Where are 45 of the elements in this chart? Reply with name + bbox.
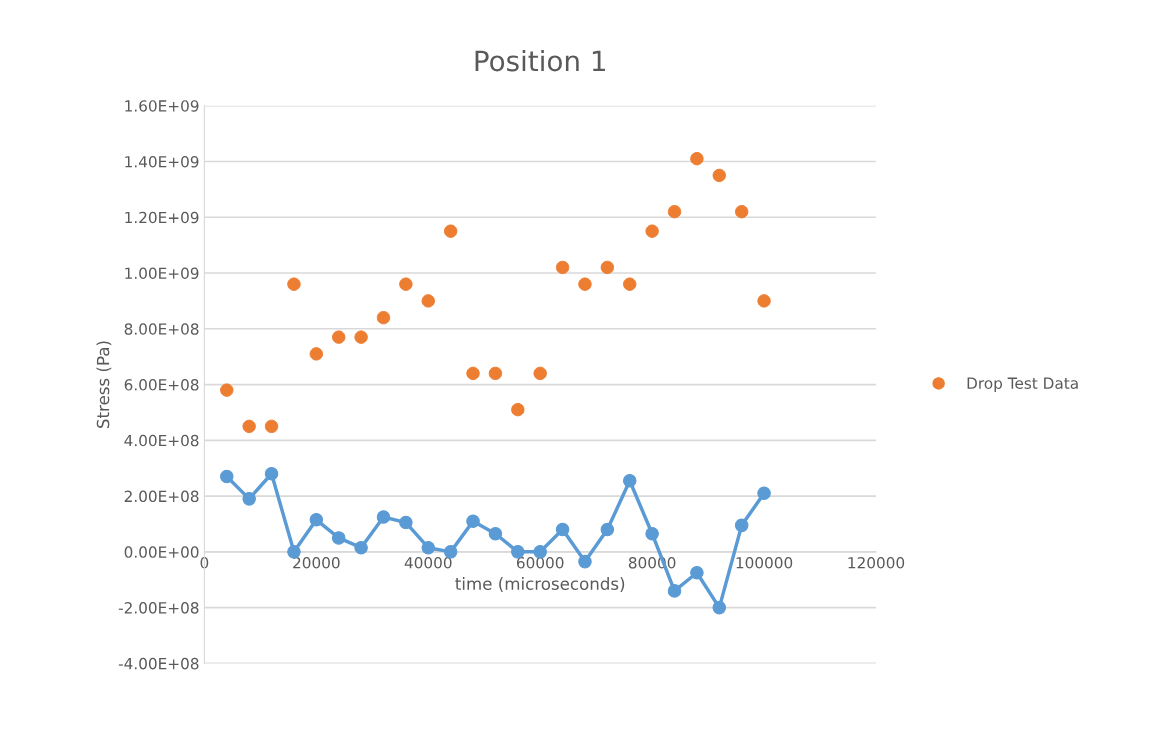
point — [309, 513, 324, 527]
y-tick-label: 0.00E+00 — [124, 546, 199, 558]
point — [466, 514, 480, 528]
x-tick-label: 40000 — [404, 556, 452, 569]
point — [264, 467, 279, 481]
y-tick-label: 6.00E+08 — [124, 379, 199, 391]
point — [555, 522, 570, 537]
point — [399, 515, 413, 530]
x-tick-label: 60000 — [516, 556, 564, 569]
y-tick-label: 1.00E+09 — [125, 267, 199, 280]
point — [757, 486, 771, 501]
legend-label: Drop Test Data — [967, 377, 1078, 392]
x-axis-title: time (microseconds) — [455, 577, 625, 592]
point — [511, 545, 525, 559]
point — [622, 473, 637, 488]
x-tick-label: 20000 — [293, 556, 340, 569]
point — [645, 526, 659, 541]
x-tick-label: 120000 — [848, 556, 905, 569]
point — [421, 540, 436, 555]
y-axis-title: Stress (Pa) — [96, 341, 112, 428]
point — [443, 545, 458, 559]
y-tick-label: 2.00E+08 — [124, 490, 199, 503]
y-tick-label: 8.00E+08 — [124, 323, 199, 335]
point — [578, 554, 592, 569]
y-tick-label: 4.00E+08 — [124, 434, 199, 447]
x-tick-label: 0 — [200, 556, 209, 569]
point — [600, 522, 615, 537]
x-tick-label: 100000 — [736, 556, 793, 569]
point — [667, 584, 682, 598]
point — [287, 545, 301, 559]
point — [331, 531, 346, 545]
y-tick-label: 1.60E+09 — [125, 100, 199, 112]
point — [734, 518, 749, 533]
point — [488, 526, 503, 541]
point — [376, 510, 391, 524]
y-tick-label: 1.40E+09 — [125, 155, 199, 168]
point — [354, 540, 368, 555]
point — [220, 469, 234, 484]
point — [690, 566, 704, 580]
y-tick-label: 1.20E+09 — [125, 211, 199, 224]
point — [242, 492, 256, 506]
y-tick-label: -4.00E+08 — [118, 657, 199, 670]
point — [712, 600, 727, 615]
chart-title: Position 1 — [475, 49, 605, 72]
y-tick-label: -2.00E+08 — [118, 602, 199, 614]
